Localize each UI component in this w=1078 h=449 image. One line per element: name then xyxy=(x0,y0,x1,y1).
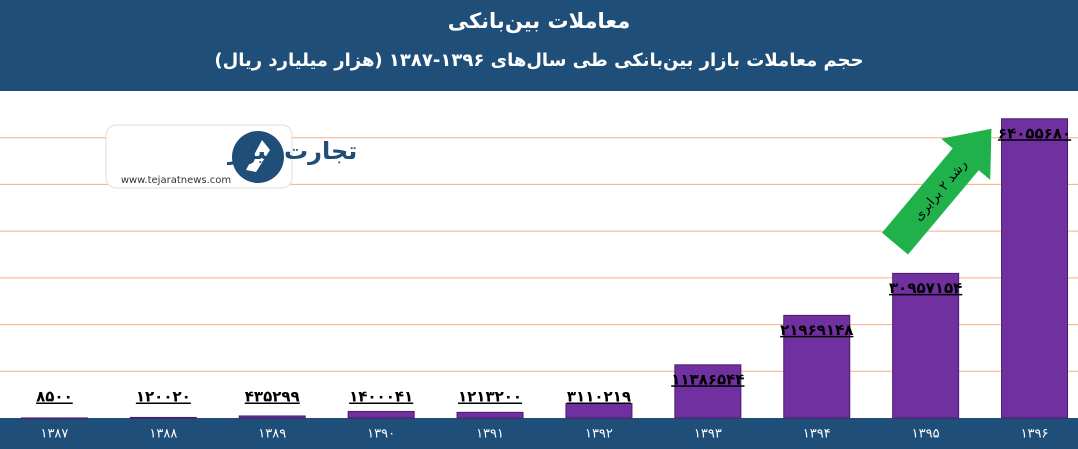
value-label: ۱۴۰۰۰۴۱ xyxy=(349,388,413,406)
value-label: ۲۱۹۶۹۱۴۸ xyxy=(780,321,853,339)
value-label: ۱۱۳۸۶۵۴۴ xyxy=(671,370,744,388)
bar xyxy=(20,417,88,419)
bar xyxy=(238,415,306,419)
bar xyxy=(565,402,633,419)
chart-subtitle: حجم معاملات بازار بین‌بانکی طی سال‌های ۱… xyxy=(214,50,863,71)
bar xyxy=(674,364,742,419)
x-tick-label: ۱۳۸۸ xyxy=(149,427,177,442)
axis-band xyxy=(0,418,1078,449)
logo-icon-mark xyxy=(246,140,270,172)
x-tick-label: ۱۳۹۲ xyxy=(585,427,613,442)
logo: تجارت نیوز www.tejaratnews.com xyxy=(105,124,357,189)
bar xyxy=(456,411,524,419)
value-label: ۶۴۰۵۵۶۸۰ xyxy=(998,124,1071,142)
value-label: ۴۳۵۲۹۹ xyxy=(245,388,300,406)
x-tick-label: ۱۳۹۳ xyxy=(694,427,722,442)
x-tick-label: ۱۳۹۴ xyxy=(803,427,831,442)
value-label: ۱۲۰۰۲۰ xyxy=(136,388,191,406)
logo-name: تجارت نیوز xyxy=(227,137,357,165)
value-label: ۳۱۱۰۲۱۹ xyxy=(567,388,631,406)
x-tick-label: ۱۳۸۹ xyxy=(258,427,286,442)
bar xyxy=(347,410,415,419)
bar xyxy=(129,416,197,419)
x-tick-label: ۱۳۹۶ xyxy=(1021,427,1049,442)
header-band xyxy=(0,0,1078,91)
bar xyxy=(1001,118,1069,419)
value-label: ۱۲۱۳۲۰۰ xyxy=(458,388,522,406)
bar xyxy=(783,314,851,419)
chart-title: معاملات بین‌بانکی xyxy=(448,9,631,33)
value-label: ۸۵۰۰ xyxy=(36,388,73,406)
x-tick-label: ۱۳۹۱ xyxy=(476,427,504,442)
bar xyxy=(892,272,960,419)
x-tick-label: ۱۳۸۷ xyxy=(40,427,68,442)
logo-url: www.tejaratnews.com xyxy=(121,175,231,186)
arrow-shape xyxy=(881,128,992,255)
x-tick-label: ۱۳۹۰ xyxy=(367,427,395,442)
x-tick-label: ۱۳۹۵ xyxy=(912,427,940,442)
value-label: ۳۰۹۵۷۱۵۴ xyxy=(889,279,962,297)
